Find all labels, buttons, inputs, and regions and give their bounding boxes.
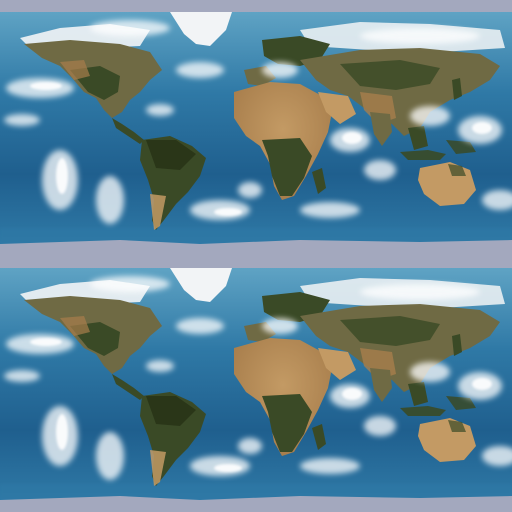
- world-map-texture: [0, 256, 512, 512]
- world-map-tile-top: [0, 12, 512, 248]
- world-map-tile-bottom: [0, 256, 512, 512]
- world-map-texture: [0, 12, 512, 248]
